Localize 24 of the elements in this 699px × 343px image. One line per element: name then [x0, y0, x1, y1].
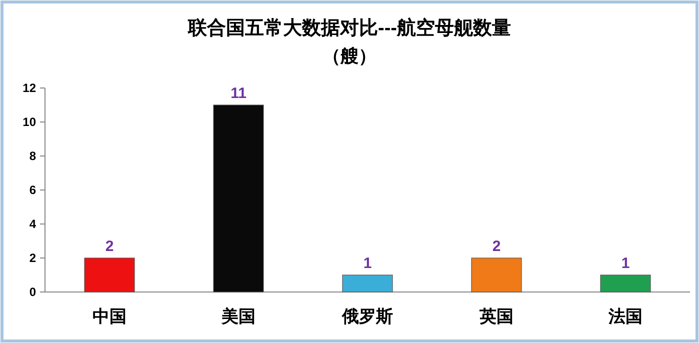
x-tick-label: 英国 [478, 307, 514, 326]
y-tick-label: 0 [29, 285, 36, 299]
data-label: 2 [492, 238, 501, 255]
y-tick-label: 4 [29, 217, 36, 231]
x-tick-label: 中国 [92, 307, 126, 326]
chart-subtitle: （艘） [322, 46, 376, 66]
x-tick-label: 俄罗斯 [341, 307, 393, 326]
x-tick-label: 法国 [608, 307, 642, 326]
chart-title: 联合国五常大数据对比---航空母舰数量 [187, 17, 511, 39]
data-label: 2 [105, 238, 114, 255]
bar [342, 274, 393, 292]
x-tick-label: 美国 [220, 307, 256, 326]
bar [471, 258, 522, 292]
y-tick-label: 10 [22, 115, 36, 129]
bar [213, 104, 264, 292]
y-tick-label: 12 [22, 81, 36, 95]
y-tick-label: 2 [29, 251, 36, 265]
data-label: 1 [363, 255, 372, 272]
data-label: 11 [230, 85, 246, 102]
y-tick-label: 8 [29, 149, 36, 163]
bar [84, 258, 135, 292]
bar [600, 274, 651, 292]
y-tick-label: 6 [29, 183, 36, 197]
data-label: 1 [621, 255, 630, 272]
